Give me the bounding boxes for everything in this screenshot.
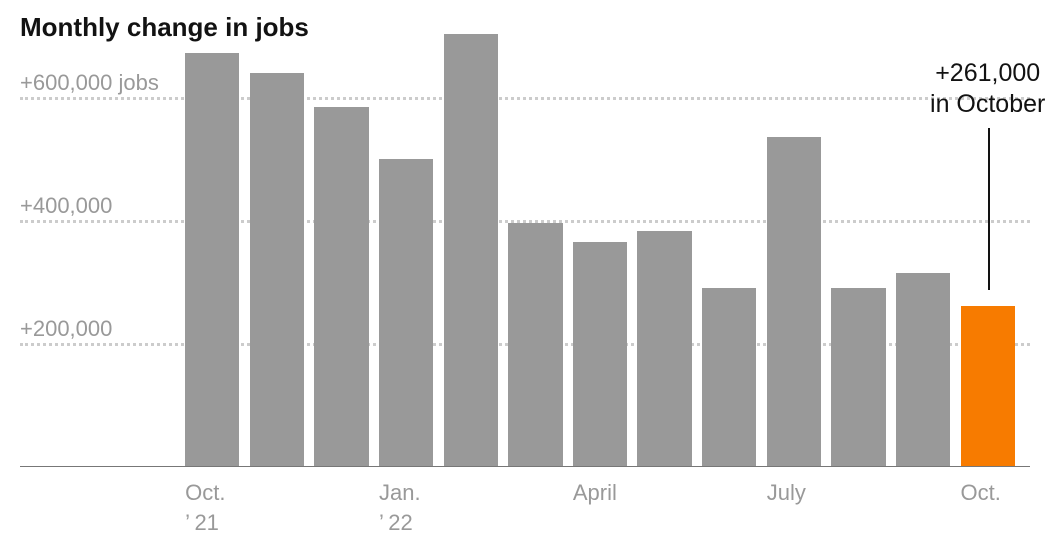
- bar: [250, 73, 304, 466]
- x-axis-label: Jan. ’ 22: [379, 478, 421, 537]
- bar: [508, 223, 562, 466]
- bar: [896, 273, 950, 467]
- bar: [702, 288, 756, 466]
- bar: [444, 34, 498, 466]
- x-axis-label: April: [573, 478, 617, 508]
- x-axis-label: July: [767, 478, 806, 508]
- bar: [185, 53, 239, 466]
- bar: [637, 231, 691, 466]
- bar: [573, 242, 627, 466]
- bars-layer: [20, 36, 1030, 466]
- annotation-label: +261,000 in October: [918, 58, 1050, 121]
- bar: [379, 159, 433, 466]
- y-axis-label: +600,000 jobs: [20, 70, 159, 96]
- y-axis-label: +400,000: [20, 193, 112, 219]
- annotation-leader-line: [988, 128, 990, 290]
- jobs-chart: Monthly change in jobs +200,000+400,000+…: [0, 0, 1050, 549]
- annotation-line1: +261,000: [935, 59, 1040, 87]
- x-axis-label: Oct. ’ 21: [185, 478, 225, 537]
- bar: [961, 306, 1015, 466]
- annotation-line2: in October: [930, 90, 1045, 118]
- plot-area: +200,000 +400,000 +600,000 jobs: [20, 36, 1030, 466]
- y-axis-label: +200,000: [20, 316, 112, 342]
- bar: [831, 288, 885, 466]
- x-baseline: [20, 466, 1030, 467]
- x-axis-label: Oct.: [961, 478, 1001, 508]
- bar: [314, 107, 368, 466]
- bar: [767, 137, 821, 466]
